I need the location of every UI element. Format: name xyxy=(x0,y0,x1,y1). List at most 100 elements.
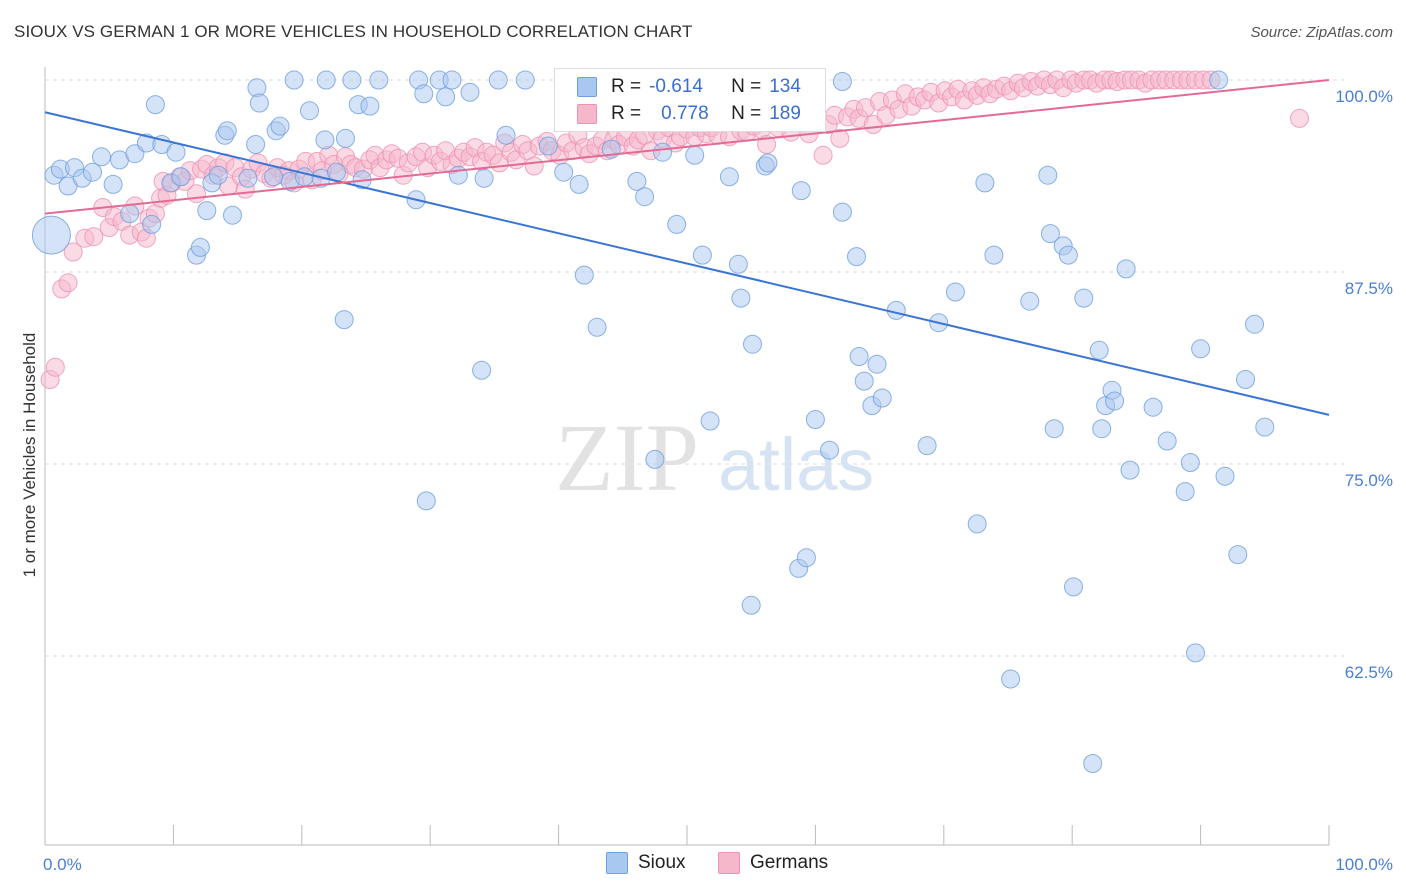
sioux-point-132 xyxy=(1245,314,1264,334)
sioux-point-13 xyxy=(142,214,162,234)
sioux-point-28 xyxy=(246,135,266,154)
sioux-point-0 xyxy=(31,215,71,255)
trend-lines xyxy=(44,79,1330,416)
sioux-point-106 xyxy=(1020,291,1040,311)
sioux-point-113 xyxy=(1074,288,1094,308)
germans-point-129 xyxy=(813,145,833,165)
sioux-point-54 xyxy=(436,87,456,107)
germans-r-label: R = xyxy=(611,103,642,124)
sioux-point-60 xyxy=(488,70,508,90)
sioux-n-label: N = xyxy=(731,76,762,97)
sioux-point-121 xyxy=(1120,460,1140,480)
sioux-point-112 xyxy=(1064,577,1083,597)
sioux-points xyxy=(31,70,1275,773)
sioux-point-35 xyxy=(284,70,304,90)
sioux-point-20 xyxy=(190,237,210,257)
sioux-point-119 xyxy=(1105,391,1125,411)
sioux-r-label: R = xyxy=(611,76,642,97)
sioux-point-124 xyxy=(1175,482,1195,502)
sioux-swatch-icon xyxy=(577,77,597,97)
sioux-point-10 xyxy=(120,204,140,224)
sioux-point-43 xyxy=(334,310,354,330)
sioux-point-97 xyxy=(872,388,892,408)
germans-point-137 xyxy=(863,115,883,134)
germans-legend-label: Germans xyxy=(750,852,829,873)
sioux-point-65 xyxy=(569,174,589,194)
sioux-point-93 xyxy=(849,347,869,366)
germans-swatch-icon xyxy=(577,104,597,124)
sioux-point-103 xyxy=(975,173,995,193)
sioux-point-90 xyxy=(832,202,852,222)
sioux-point-31 xyxy=(264,167,284,187)
sioux-point-82 xyxy=(743,334,762,354)
sioux-point-25 xyxy=(217,121,237,141)
sioux-point-57 xyxy=(460,82,480,102)
sioux-point-114 xyxy=(1083,754,1103,773)
sioux-point-21 xyxy=(197,201,217,221)
chart-title: SIOUX VS GERMAN 1 OR MORE VEHICLES IN HO… xyxy=(14,22,693,41)
sioux-point-120 xyxy=(1116,259,1136,279)
germans-point-4 xyxy=(63,242,83,262)
sioux-point-59 xyxy=(474,168,494,188)
sioux-trend-line xyxy=(44,111,1330,416)
germans-point-132 xyxy=(830,128,850,148)
bottom-legend-sioux: Sioux xyxy=(606,852,686,874)
sioux-point-75 xyxy=(685,145,705,165)
sioux-point-18 xyxy=(171,167,191,187)
tick-labels: 100.0% 87.5% 75.0% 62.5% 0.0% 100.0% xyxy=(43,87,1393,874)
sioux-point-84 xyxy=(758,153,778,173)
sioux-point-102 xyxy=(967,514,987,534)
sioux-point-91 xyxy=(832,72,852,91)
sioux-point-63 xyxy=(538,136,558,156)
germans-legend-icon xyxy=(718,852,740,874)
y-tick-label-2: 75.0% xyxy=(1345,471,1393,490)
y-tick-label-3: 62.5% xyxy=(1345,663,1393,682)
sioux-point-77 xyxy=(700,411,720,431)
sioux-point-64 xyxy=(554,162,574,182)
sioux-point-86 xyxy=(791,181,811,201)
sioux-point-55 xyxy=(442,70,462,90)
legend-row-germans: R = 0.778 N = 189 xyxy=(577,102,801,126)
correlation-legend: R = -0.614 N = 134 R = 0.778 N = 189 xyxy=(554,68,826,132)
sioux-legend-label: Sioux xyxy=(638,852,686,873)
sioux-point-8 xyxy=(103,174,123,194)
x-tick-label-0: 0.0% xyxy=(43,855,82,874)
germans-n-value: 189 xyxy=(769,103,801,124)
sioux-point-51 xyxy=(414,84,434,104)
watermark-zip: ZIP xyxy=(555,404,699,511)
sioux-point-26 xyxy=(223,205,242,225)
germans-trend-line xyxy=(44,79,1330,215)
sioux-point-123 xyxy=(1157,431,1177,451)
sioux-point-99 xyxy=(917,436,937,456)
germans-n-label: N = xyxy=(731,103,762,124)
sioux-point-72 xyxy=(645,449,665,469)
source-label: Source: ZipAtlas.com xyxy=(1250,24,1393,41)
sioux-point-27 xyxy=(238,168,258,188)
sioux-point-47 xyxy=(360,96,380,116)
sioux-point-17 xyxy=(166,142,186,162)
y-tick-label-1: 87.5% xyxy=(1345,279,1393,298)
sioux-point-30 xyxy=(249,93,269,113)
sioux-point-42 xyxy=(336,128,355,148)
sioux-point-71 xyxy=(635,187,655,207)
sioux-point-40 xyxy=(316,70,336,90)
sioux-point-104 xyxy=(984,245,1004,265)
y-axis-label: 1 or more Vehicles in Household xyxy=(20,333,39,578)
germans-point-188 xyxy=(1290,108,1309,128)
sioux-point-23 xyxy=(208,165,228,185)
sioux-point-73 xyxy=(653,142,673,162)
sioux-point-76 xyxy=(692,245,712,265)
sioux-point-80 xyxy=(731,288,751,308)
germans-point-24 xyxy=(187,184,206,204)
y-tick-label-0: 100.0% xyxy=(1335,87,1393,106)
sioux-point-89 xyxy=(820,440,839,460)
watermark-atlas: atlas xyxy=(718,423,874,506)
sioux-point-14 xyxy=(145,95,165,115)
sioux-point-107 xyxy=(1038,165,1058,185)
sioux-point-48 xyxy=(369,70,389,90)
sioux-point-70 xyxy=(627,171,647,191)
sioux-point-78 xyxy=(719,167,739,187)
sioux-point-126 xyxy=(1186,643,1205,663)
sioux-point-58 xyxy=(472,360,492,380)
sioux-point-115 xyxy=(1089,340,1109,360)
